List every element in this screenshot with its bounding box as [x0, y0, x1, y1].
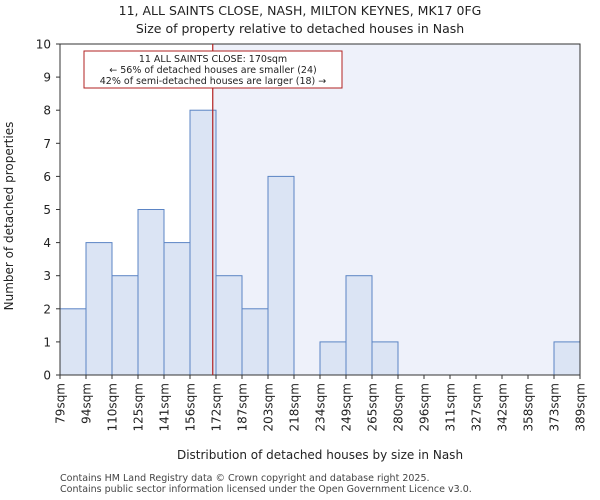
- x-tick-label: 342sqm: [496, 383, 510, 431]
- y-tick-label: 7: [43, 137, 51, 151]
- x-tick-label: 141sqm: [158, 383, 172, 431]
- x-tick-label: 389sqm: [574, 383, 588, 431]
- bar-79sqm: [59, 308, 87, 376]
- bar-156sqm: [189, 109, 217, 376]
- x-tick-label: 218sqm: [288, 383, 302, 431]
- y-tick-label: 4: [43, 236, 51, 250]
- y-tick-label: 5: [43, 203, 51, 217]
- y-tick-label: 8: [43, 104, 51, 118]
- annotation-line-3: 42% of semi-detached houses are larger (…: [100, 76, 327, 87]
- x-tick-label: 280sqm: [392, 383, 406, 431]
- annotation-frame: [83, 50, 343, 89]
- x-tick-label: 94sqm: [80, 383, 94, 424]
- annotation-line-1: 11 ALL SAINTS CLOSE: 170sqm: [139, 54, 287, 65]
- x-tick-label: 249sqm: [340, 383, 354, 431]
- x-tick-label: 265sqm: [366, 383, 380, 431]
- footer-line-2: Contains public sector information licen…: [60, 484, 472, 495]
- x-tick-label: 125sqm: [132, 383, 146, 431]
- chart-title-line1: 11, ALL SAINTS CLOSE, NASH, MILTON KEYNE…: [119, 3, 482, 18]
- y-tick-label: 9: [43, 71, 51, 85]
- y-tick-label: 1: [43, 335, 51, 349]
- bar-249sqm: [345, 275, 373, 376]
- x-tick-label: 110sqm: [106, 383, 120, 431]
- x-tick-label: 311sqm: [444, 383, 458, 431]
- bar-110sqm: [111, 275, 139, 376]
- y-tick-label: 3: [43, 269, 51, 283]
- bar-94sqm: [85, 242, 113, 376]
- x-tick-label: 373sqm: [548, 383, 562, 431]
- y-axis-label: Number of detached properties: [2, 122, 16, 311]
- footer-line-1: Contains HM Land Registry data © Crown c…: [60, 473, 430, 484]
- y-tick-label: 10: [36, 38, 51, 52]
- y-tick-label: 6: [43, 170, 51, 184]
- x-tick-label: 172sqm: [210, 383, 224, 431]
- bar-172sqm: [215, 275, 243, 376]
- bar-187sqm: [241, 308, 269, 376]
- y-tick-label: 0: [43, 369, 51, 383]
- x-tick-label: 156sqm: [184, 383, 198, 431]
- x-tick-label: 327sqm: [470, 383, 484, 431]
- x-tick-label: 79sqm: [54, 383, 68, 424]
- x-tick-label: 203sqm: [262, 383, 276, 431]
- x-tick-label: 296sqm: [418, 383, 432, 431]
- bar-265sqm: [371, 341, 399, 376]
- x-tick-label: 358sqm: [522, 383, 536, 431]
- bar-373sqm: [553, 341, 581, 376]
- bar-234sqm: [319, 341, 347, 376]
- bars-group: [59, 109, 581, 376]
- bar-125sqm: [137, 209, 165, 376]
- annotation-line-2: ← 56% of detached houses are smaller (24…: [109, 65, 316, 76]
- annotation-box: 11 ALL SAINTS CLOSE: 170sqm ← 56% of det…: [83, 50, 343, 89]
- y-tick-label: 2: [43, 302, 51, 316]
- y-axis: 0 1 2 3 4 5 6 7 8 9 10: [36, 38, 60, 383]
- x-axis: 79sqm 94sqm 110sqm 125sqm 141sqm 156sqm 172sqm…: [54, 375, 588, 431]
- bar-203sqm: [267, 175, 295, 376]
- x-tick-label: 187sqm: [236, 383, 250, 431]
- chart-title-line2: Size of property relative to detached ho…: [136, 21, 464, 36]
- x-tick-label: 234sqm: [314, 383, 328, 431]
- bar-141sqm: [163, 242, 191, 376]
- x-axis-label: Distribution of detached houses by size …: [177, 448, 463, 462]
